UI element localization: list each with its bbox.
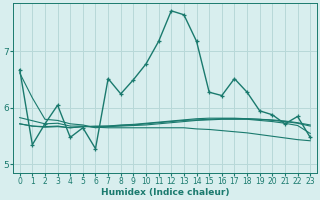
X-axis label: Humidex (Indice chaleur): Humidex (Indice chaleur)	[101, 188, 229, 197]
